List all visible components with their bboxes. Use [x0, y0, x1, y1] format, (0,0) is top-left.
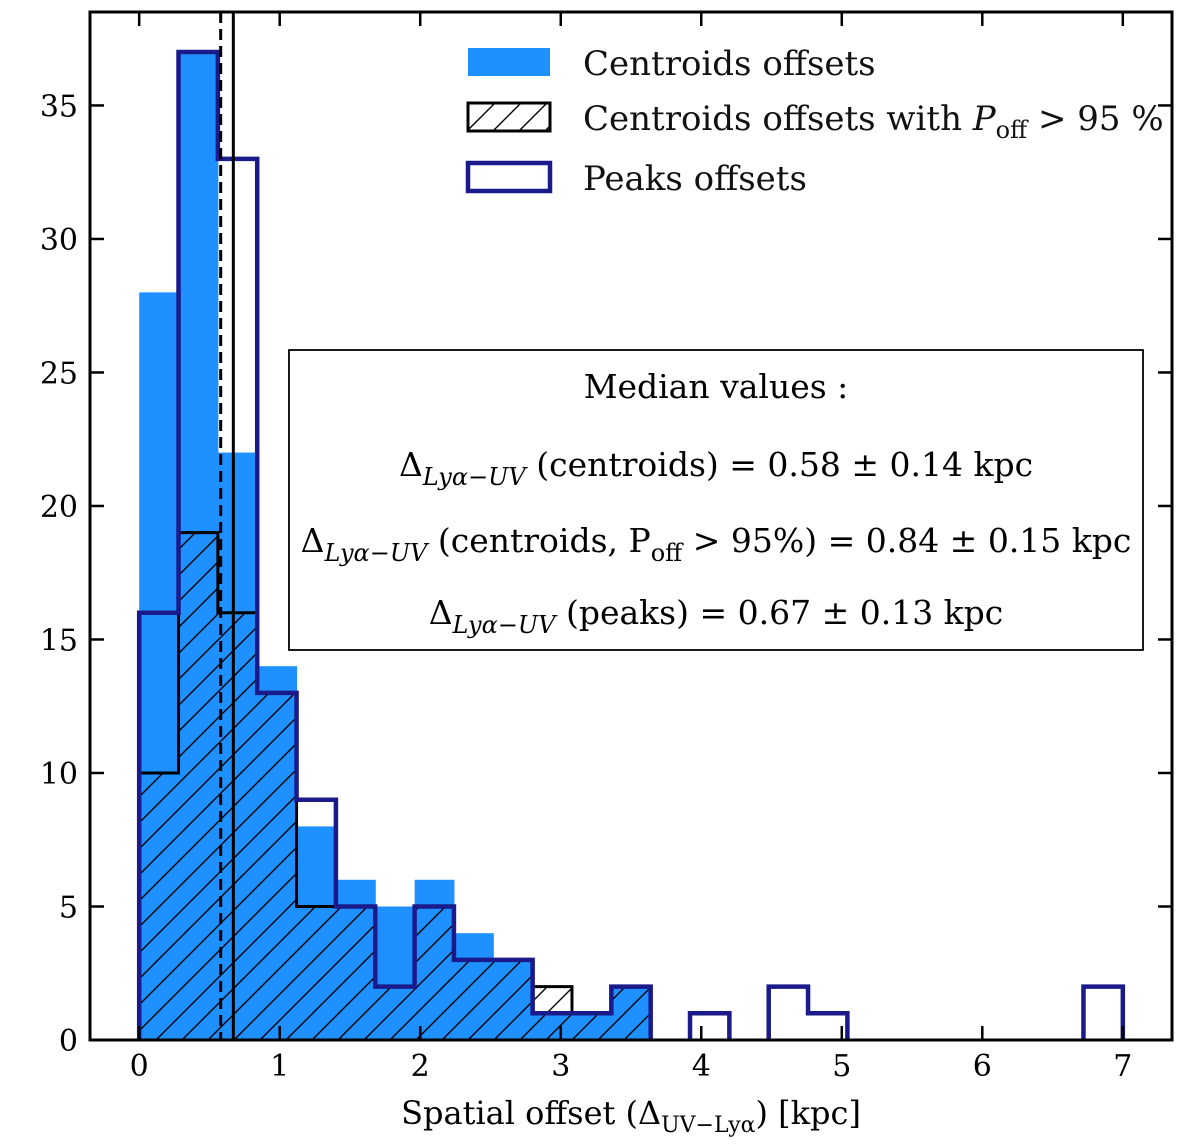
hatched-bar — [453, 959, 494, 1040]
hatched-bar — [257, 692, 297, 1040]
legend-label-peaks: Peaks offsets — [583, 159, 807, 199]
hatched-bar — [493, 959, 533, 1040]
y-tick-label: 35 — [40, 89, 78, 124]
x-tick-label: 3 — [551, 1049, 570, 1084]
hatched-bar — [296, 906, 336, 1040]
hatched-bar — [335, 906, 376, 1040]
median-line-3: ΔLyα−UV (peaks) = 0.67 ± 0.13 kpc — [429, 593, 1004, 639]
x-tick-label: 7 — [1113, 1049, 1132, 1084]
hatched-bar — [139, 772, 179, 1040]
hatched-bar — [375, 986, 415, 1040]
hatched-bar — [217, 612, 258, 1040]
median-box-frame — [288, 349, 1144, 651]
x-tick-label: 2 — [411, 1049, 430, 1084]
y-tick-label: 30 — [40, 223, 78, 258]
plot-frame — [88, 10, 1174, 1042]
hatched-bar — [611, 986, 651, 1040]
legend-swatch-filled — [468, 48, 550, 76]
axes-layer: 0 1 2 3 4 5 6 7 0 5 10 15 20 25 30 35 Spatial offset (ΔU… — [40, 10, 1174, 1138]
x-tick-label: 6 — [973, 1049, 992, 1084]
x-axis-title: Spatial offset (ΔUV−Lyα) [kpc] — [401, 1094, 861, 1138]
y-tick-label: 0 — [59, 1024, 78, 1059]
x-tick-label: 0 — [130, 1049, 149, 1084]
median-line-1: ΔLyα−UV (centroids) = 0.58 ± 0.14 kpc — [399, 445, 1033, 491]
legend-label-centroids-poff: Centroids offsets with Poff > 95 % — [583, 99, 1164, 144]
step-lines-layer — [136, 49, 1126, 1040]
hatched-bars-layer — [137, 531, 653, 1040]
legend-label-centroids: Centroids offsets — [583, 44, 876, 84]
y-tick-label: 10 — [40, 757, 78, 792]
median-values-box: Median values : ΔLyα−UV (centroids) = 0.5… — [288, 349, 1144, 651]
x-tick-label: 4 — [692, 1049, 711, 1084]
y-tick-label: 5 — [59, 890, 78, 925]
peaks-outline — [136, 49, 1126, 1040]
legend-swatch-hatched — [466, 101, 552, 133]
x-tick-label: 1 — [270, 1049, 289, 1084]
median-line-2: ΔLyα−UV (centroids, Poff > 95%) = 0.84 ±… — [301, 521, 1132, 567]
median-box-title: Median values : — [584, 367, 849, 406]
hatched-bar — [178, 532, 218, 1040]
x-tick-label: 5 — [832, 1049, 851, 1084]
hatched-bar — [571, 1013, 612, 1040]
y-tick-label: 20 — [40, 490, 78, 525]
median-lines-layer — [219, 12, 235, 1040]
y-tick-label: 15 — [40, 623, 78, 658]
hatched-bar — [414, 906, 454, 1040]
legend-swatch-step — [465, 160, 553, 194]
legend: Centroids offsets Centroids offsets with … — [465, 44, 1164, 199]
y-tick-label: 25 — [40, 356, 78, 391]
